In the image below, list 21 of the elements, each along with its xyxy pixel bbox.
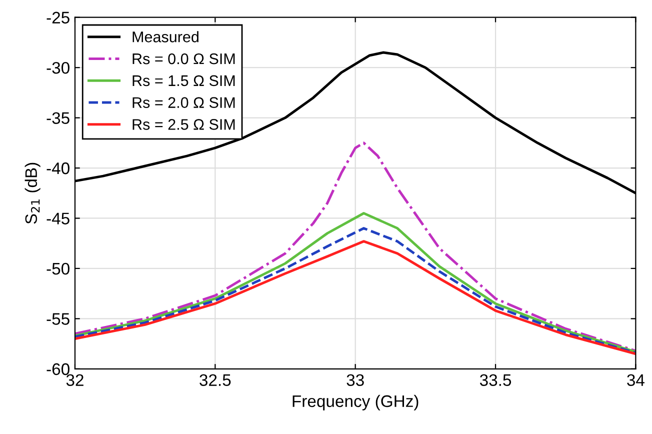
y-tick-label: -50: [46, 262, 70, 275]
y-tick-label: -25: [46, 12, 70, 24]
legend-label: Rs = 2.5 Ω SIM: [132, 119, 235, 130]
x-tick-label: 34: [627, 374, 644, 386]
x-axis-title: Frequency (GHz): [292, 394, 418, 410]
y-tick-label: -55: [46, 313, 70, 325]
x-tick-label: 33.5: [480, 374, 512, 386]
x-tick-label: 32.5: [200, 374, 231, 386]
line-series: [74, 142, 636, 352]
legend-label: Rs = 2.0 Ω SIM: [132, 97, 235, 108]
y-tick-label: -30: [46, 62, 70, 74]
y-tick-label: -60: [46, 363, 70, 376]
y-axis-title: S$_{21}$ (dB): [24, 162, 40, 224]
y-tick-label: -45: [46, 212, 70, 224]
y-tick-label: -35: [46, 112, 70, 124]
legend-label: Rs = 1.5 Ω SIM: [132, 75, 235, 86]
legend-label: Rs = 0.0 Ω SIM: [132, 53, 235, 64]
y-tick-label: -40: [46, 162, 70, 174]
legend-label: Measured: [132, 31, 198, 42]
x-tick-label: 32: [66, 374, 84, 386]
x-tick-label: 33: [346, 374, 364, 386]
